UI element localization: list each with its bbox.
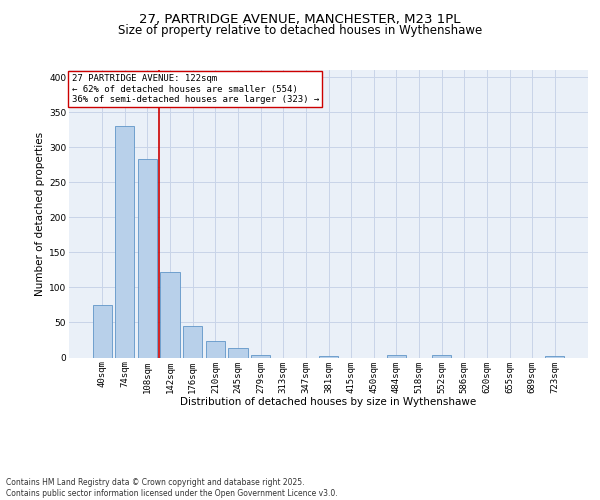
Bar	[138, 159, 157, 358]
Text: Contains HM Land Registry data © Crown copyright and database right 2025.
Contai: Contains HM Land Registry data © Crown c…	[6, 478, 338, 498]
Text: 27, PARTRIDGE AVENUE, MANCHESTER, M23 1PL: 27, PARTRIDGE AVENUE, MANCHESTER, M23 1P…	[139, 12, 461, 26]
Bar	[251, 354, 270, 358]
Bar	[206, 342, 225, 357]
Text: 27 PARTRIDGE AVENUE: 122sqm
← 62% of detached houses are smaller (554)
36% of se: 27 PARTRIDGE AVENUE: 122sqm ← 62% of det…	[71, 74, 319, 104]
Bar	[432, 356, 451, 358]
Y-axis label: Number of detached properties: Number of detached properties	[35, 132, 45, 296]
Bar	[183, 326, 202, 358]
Bar	[160, 272, 180, 358]
Bar	[387, 354, 406, 358]
X-axis label: Distribution of detached houses by size in Wythenshawe: Distribution of detached houses by size …	[181, 396, 476, 406]
Bar	[92, 305, 112, 358]
Bar	[115, 126, 134, 358]
Bar	[545, 356, 565, 358]
Text: Size of property relative to detached houses in Wythenshawe: Size of property relative to detached ho…	[118, 24, 482, 37]
Bar	[319, 356, 338, 358]
Bar	[229, 348, 248, 358]
